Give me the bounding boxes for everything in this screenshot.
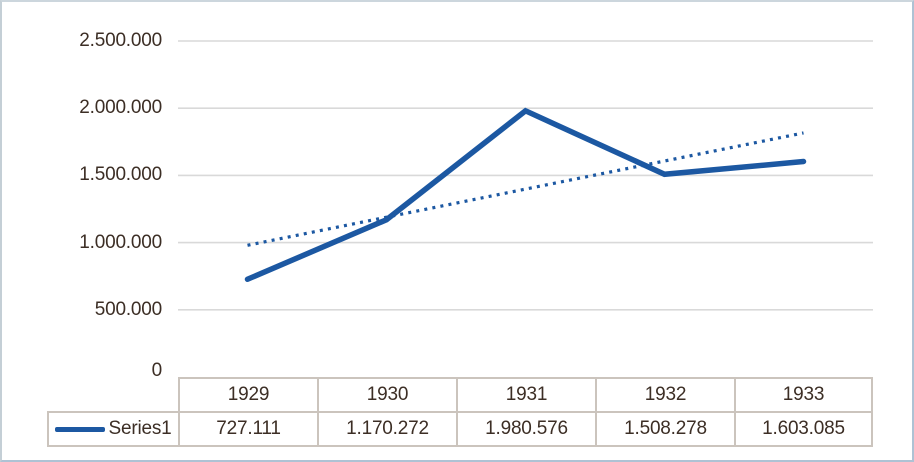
y-axis: 2.500.000 2.000.000 1.500.000 1.000.000 500.…: [2, 2, 163, 460]
table-value-cell: 727.111: [178, 411, 317, 447]
table-year-header: 1933: [734, 377, 873, 411]
table-year-header: 1932: [595, 377, 734, 411]
legend-cell: Series1: [47, 411, 178, 447]
table-corner: [47, 377, 178, 411]
table-year-header: 1929: [178, 377, 317, 411]
table-year-header: 1931: [456, 377, 595, 411]
legend-series-label: Series1: [108, 418, 172, 439]
table-value-cell: 1.508.278: [595, 411, 734, 447]
series-line: [244, 107, 807, 283]
y-tick-label: 0: [151, 360, 163, 381]
table-value-cell: 1.170.272: [317, 411, 456, 447]
y-tick-label: 500.000: [94, 298, 162, 320]
y-tick-label: 2.000.000: [79, 97, 162, 119]
y-tick-label: 1.500.000: [79, 164, 162, 186]
table-value-cell: 1.980.576: [456, 411, 595, 447]
data-table: 1929 1930 1931 1932 1933 Series1 727.111 1.170.…: [47, 377, 873, 447]
table-year-header: 1930: [317, 377, 456, 411]
y-tick-label: 2.500.000: [79, 30, 162, 51]
series-line-legend-marker: [55, 426, 106, 432]
y-tick-label: 1.000.000: [79, 231, 162, 253]
table-value-cell: 1.603.085: [734, 411, 873, 447]
trendline: [247, 131, 804, 247]
